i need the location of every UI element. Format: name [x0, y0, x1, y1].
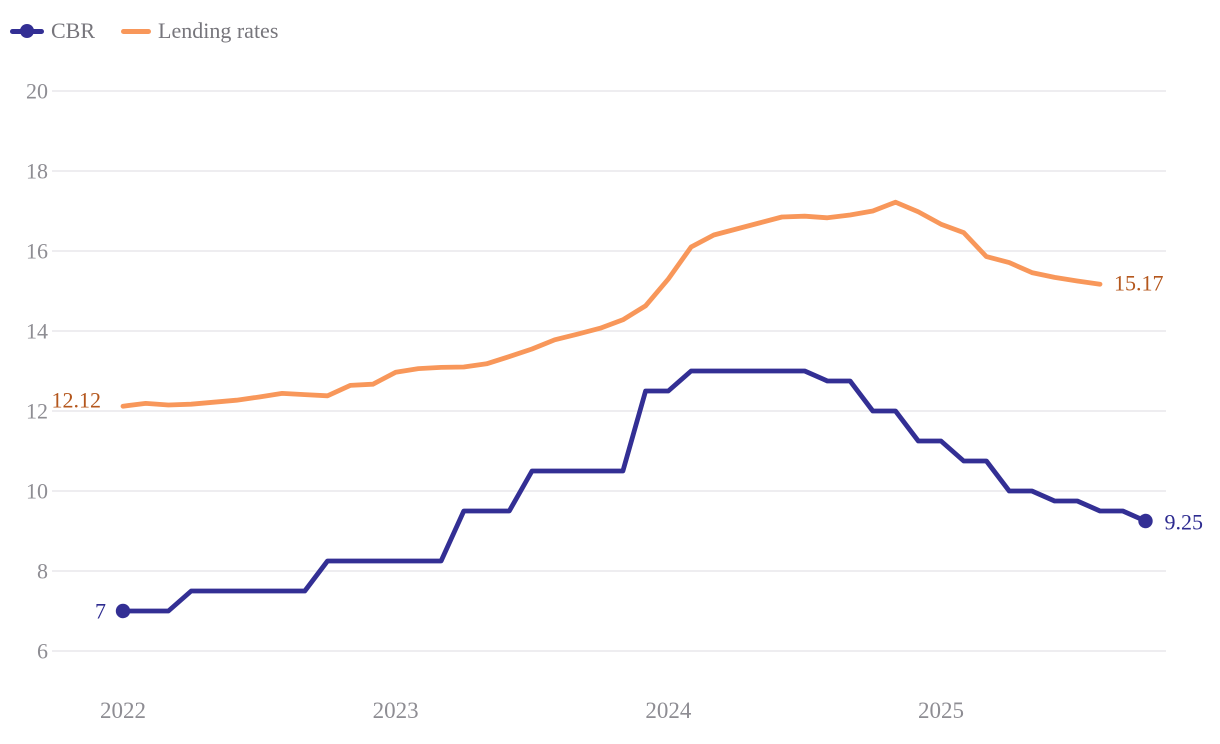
lending-line — [120, 199, 1103, 409]
x-tick-label-2023: 2023 — [373, 698, 419, 723]
cbr-line — [120, 368, 1148, 614]
x-axis-labels: 2022 2023 2024 2025 — [100, 698, 964, 723]
gridlines — [52, 90, 1166, 652]
legend-item-lending-rates: Lending rates — [121, 20, 278, 42]
lending-legend-line-icon — [121, 24, 152, 38]
x-tick-label-2022: 2022 — [100, 698, 146, 723]
lending-legend-label: Lending rates — [158, 18, 279, 43]
y-tick-label-12: 12 — [26, 399, 48, 424]
lending-end-value-label: 15.17 — [1114, 271, 1164, 296]
y-axis-labels: 6 8 10 12 14 16 18 20 — [26, 79, 48, 664]
cbr-legend-dot-icon — [20, 24, 34, 38]
cbr-end-value-label: 9.25 — [1164, 510, 1203, 535]
legend-item-cbr: CBR — [10, 20, 95, 42]
y-tick-label-20: 20 — [26, 79, 48, 104]
cbr-legend-line-icon — [10, 24, 44, 38]
cbr-start-dot — [115, 603, 131, 619]
x-tick-label-2025: 2025 — [918, 698, 964, 723]
lending-start-value-label: 12.12 — [52, 388, 102, 413]
series-markers — [115, 513, 1153, 619]
y-tick-label-6: 6 — [37, 639, 48, 664]
y-tick-label-18: 18 — [26, 159, 48, 184]
cbr-start-value-label: 7 — [95, 599, 106, 624]
y-tick-label-10: 10 — [26, 479, 48, 504]
legend: CBR Lending rates — [10, 20, 278, 42]
y-tick-label-8: 8 — [37, 559, 48, 584]
x-tick-label-2024: 2024 — [645, 698, 692, 723]
y-tick-label-16: 16 — [26, 239, 48, 264]
cbr-legend-label: CBR — [51, 18, 96, 43]
series-lines — [120, 199, 1148, 614]
cbr-end-dot — [1138, 513, 1153, 529]
y-tick-label-14: 14 — [26, 319, 48, 344]
